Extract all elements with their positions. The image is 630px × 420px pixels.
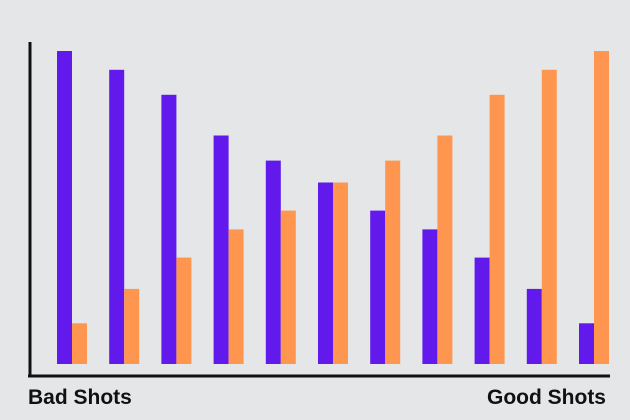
bar-orange-8: [437, 135, 453, 364]
bar-purple-1: [57, 51, 72, 364]
bar-orange-9: [489, 94, 505, 365]
bar-purple-9: [474, 257, 490, 364]
bar-orange-5: [280, 210, 296, 364]
bar-orange-7: [385, 160, 401, 364]
bar-orange-6: [333, 182, 348, 364]
bar-orange-1: [72, 323, 87, 364]
bar-orange-10: [541, 69, 557, 365]
bar-purple-11: [579, 323, 594, 364]
bar-purple-2: [109, 69, 125, 365]
x-axis-label-right: Good Shots: [487, 386, 606, 409]
bar-orange-2: [124, 288, 140, 364]
bar-orange-3: [176, 257, 192, 364]
bar-purple-7: [370, 210, 386, 364]
bar-purple-6: [318, 182, 333, 364]
bars-group: [57, 51, 609, 365]
bar-purple-8: [422, 229, 438, 364]
bar-purple-5: [265, 160, 281, 364]
x-axis-label-left: Bad Shots: [28, 386, 132, 409]
bar-purple-10: [526, 288, 542, 364]
bar-purple-3: [161, 94, 177, 365]
bar-purple-4: [213, 135, 229, 364]
bar-orange-11: [594, 51, 609, 364]
bar-orange-4: [228, 229, 244, 364]
